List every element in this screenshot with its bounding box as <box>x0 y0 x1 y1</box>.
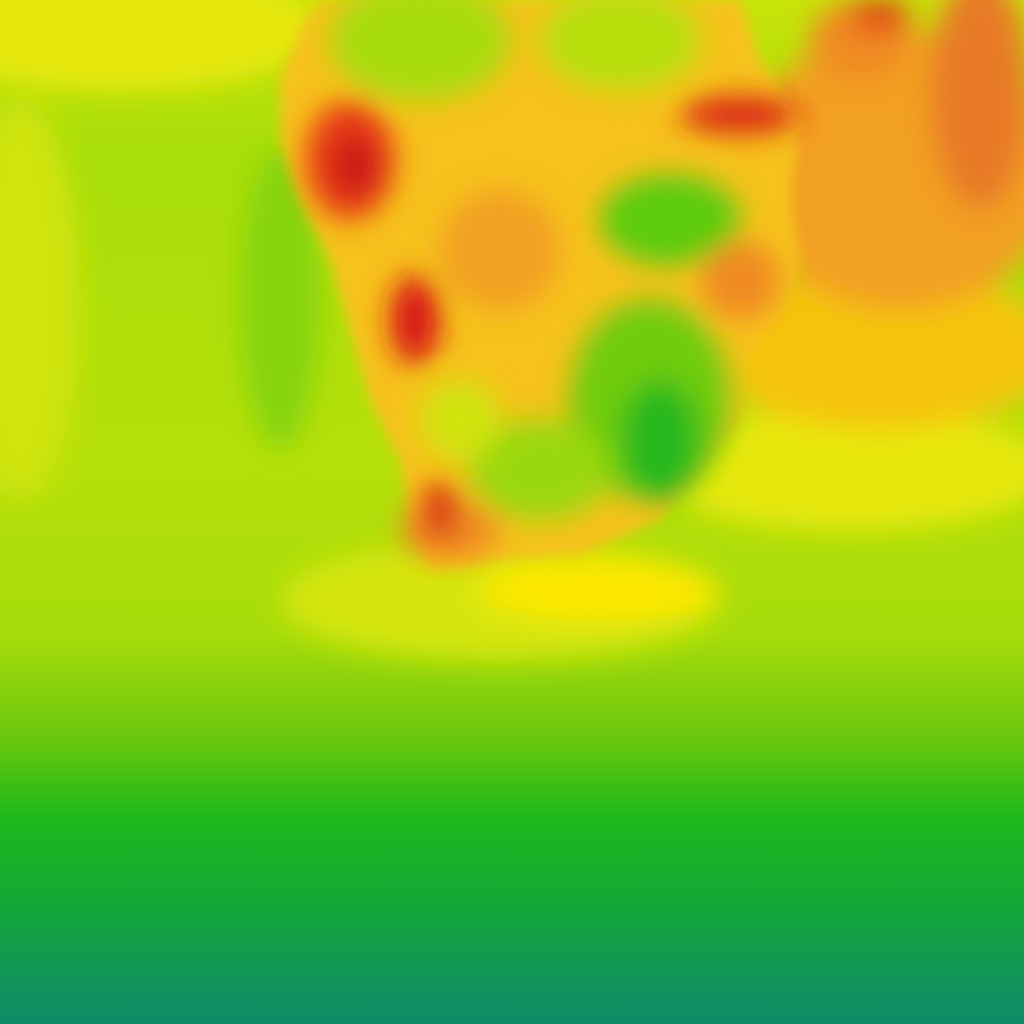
land-cool-area <box>330 0 510 100</box>
landmass <box>280 0 910 570</box>
ocean-variation <box>0 0 1024 660</box>
